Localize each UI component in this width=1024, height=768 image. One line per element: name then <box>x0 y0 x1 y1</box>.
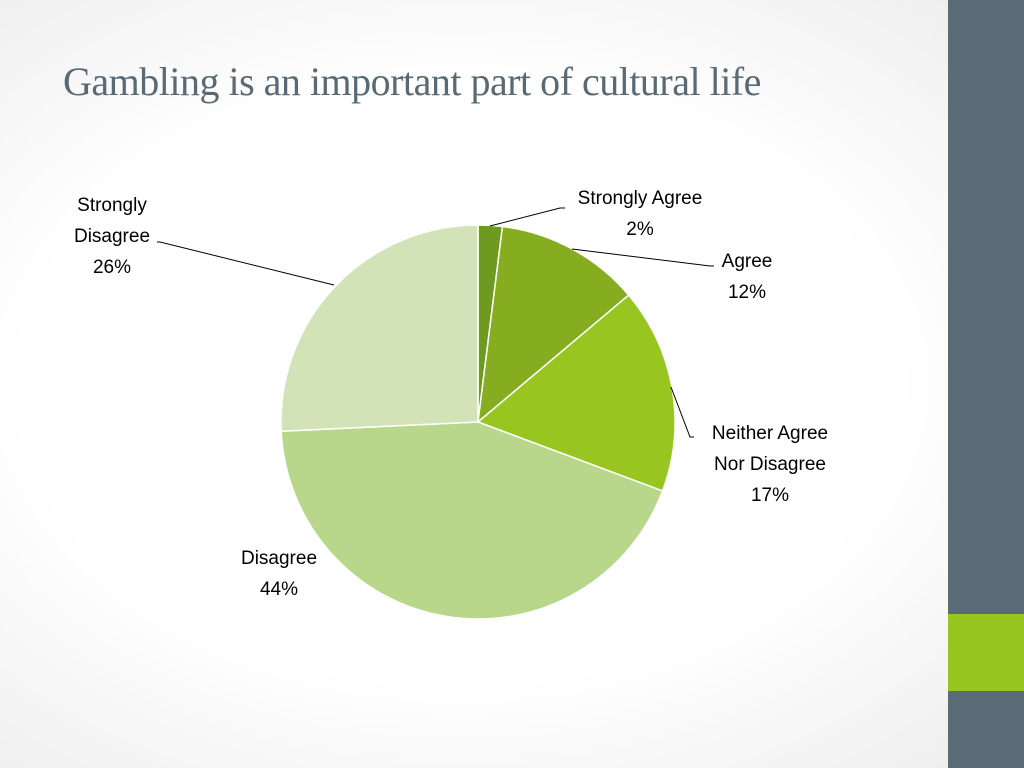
data-label-category: Agree <box>722 251 773 272</box>
data-label-category: Nor Disagree <box>714 454 826 475</box>
data-label-category: Neither Agree <box>712 423 828 444</box>
data-label-category: Disagree <box>241 548 317 569</box>
pie-slice-neither-agree-nor-disagree <box>476 294 676 492</box>
leader-line-agree <box>571 248 714 267</box>
data-label-strongly-disagree: Strongly Disagree 26% <box>74 195 150 278</box>
data-label-value: 44% <box>260 579 298 600</box>
data-label-category: Strongly Agree <box>578 188 703 209</box>
data-label-agree: Agree 12% <box>722 251 773 303</box>
data-label-value: 12% <box>728 282 766 303</box>
data-label-category: Disagree <box>74 226 150 247</box>
leader-lines <box>157 207 714 438</box>
slide-title: Gambling is an important part of cultura… <box>63 59 761 104</box>
pie-slice-strongly-disagree <box>280 224 479 432</box>
pie-slices <box>280 224 676 620</box>
leader-line-strongly-agree <box>489 207 565 227</box>
data-label-category: Strongly <box>77 195 147 216</box>
data-label-value: 17% <box>751 485 789 506</box>
data-label-value: 26% <box>93 257 131 278</box>
data-labels: Strongly Agree 2% Agree 12% Neither Agree Nor… <box>74 188 828 600</box>
pie-slice-disagree <box>280 421 664 620</box>
leader-line-strongly-disagree <box>157 241 335 286</box>
data-label-value: 2% <box>626 219 654 240</box>
sidebar-accent-block <box>948 614 1024 691</box>
data-label-neither-agree-nor-disagree: Neither Agree Nor Disagree 17% <box>712 423 828 506</box>
pie-chart: Strongly Agree 2% Agree 12% Neither Agree Nor… <box>74 188 828 620</box>
leader-line-neither-agree-nor-disagree <box>670 386 694 438</box>
data-label-strongly-agree: Strongly Agree 2% <box>578 188 703 240</box>
data-label-disagree: Disagree 44% <box>241 548 317 600</box>
